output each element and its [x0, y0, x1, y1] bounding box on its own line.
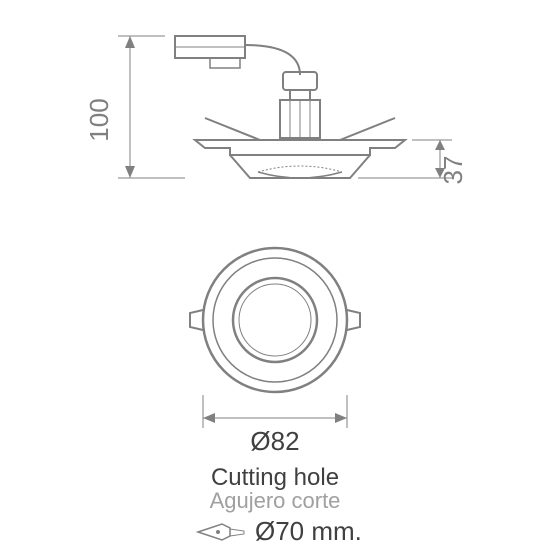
label-cutting-en: Cutting hole: [211, 464, 339, 491]
drill-icon: [198, 524, 244, 540]
front-view: [190, 248, 360, 392]
dim-cutting-hole: Ø70 mm.: [255, 516, 362, 546]
dim-label-37: 37: [438, 156, 468, 185]
dim-diameter-82: Ø82: [203, 395, 347, 456]
side-elevation: [175, 36, 405, 178]
dim-label-diameter: Ø82: [250, 426, 299, 456]
dim-height-100: 100: [84, 36, 185, 178]
label-cutting-es: Agujero corte: [210, 488, 341, 513]
dim-height-37: 37: [358, 140, 468, 184]
dim-label-100: 100: [84, 98, 114, 141]
